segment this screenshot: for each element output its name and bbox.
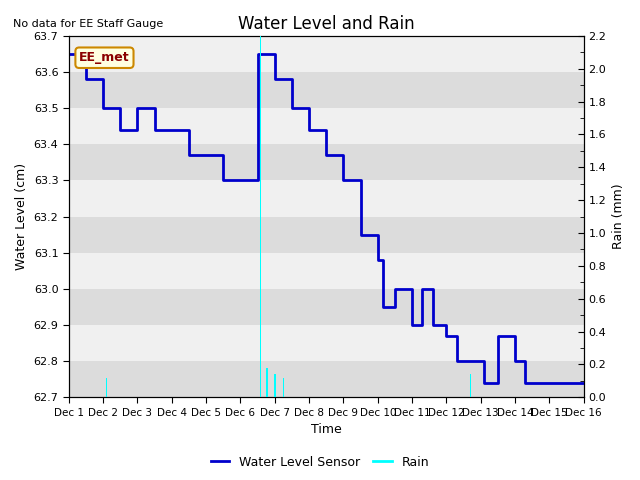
Text: No data for EE Staff Gauge: No data for EE Staff Gauge xyxy=(13,19,163,29)
Legend: Water Level Sensor, Rain: Water Level Sensor, Rain xyxy=(205,451,435,474)
Bar xyxy=(69,289,584,325)
Bar xyxy=(69,72,584,108)
Bar xyxy=(69,108,584,144)
Bar xyxy=(69,144,584,180)
Y-axis label: Rain (mm): Rain (mm) xyxy=(612,184,625,250)
X-axis label: Time: Time xyxy=(311,423,342,436)
Bar xyxy=(69,36,584,72)
Bar xyxy=(106,378,108,397)
Bar xyxy=(470,374,471,397)
Title: Water Level and Rain: Water Level and Rain xyxy=(238,15,415,33)
Bar xyxy=(282,378,284,397)
Bar xyxy=(266,368,268,397)
Y-axis label: Water Level (cm): Water Level (cm) xyxy=(15,163,28,270)
Bar xyxy=(69,252,584,289)
Bar xyxy=(69,180,584,216)
Text: EE_met: EE_met xyxy=(79,51,130,64)
Bar xyxy=(69,325,584,361)
Bar xyxy=(259,36,261,397)
Bar xyxy=(69,216,584,252)
Bar xyxy=(69,361,584,397)
Bar xyxy=(274,374,276,397)
